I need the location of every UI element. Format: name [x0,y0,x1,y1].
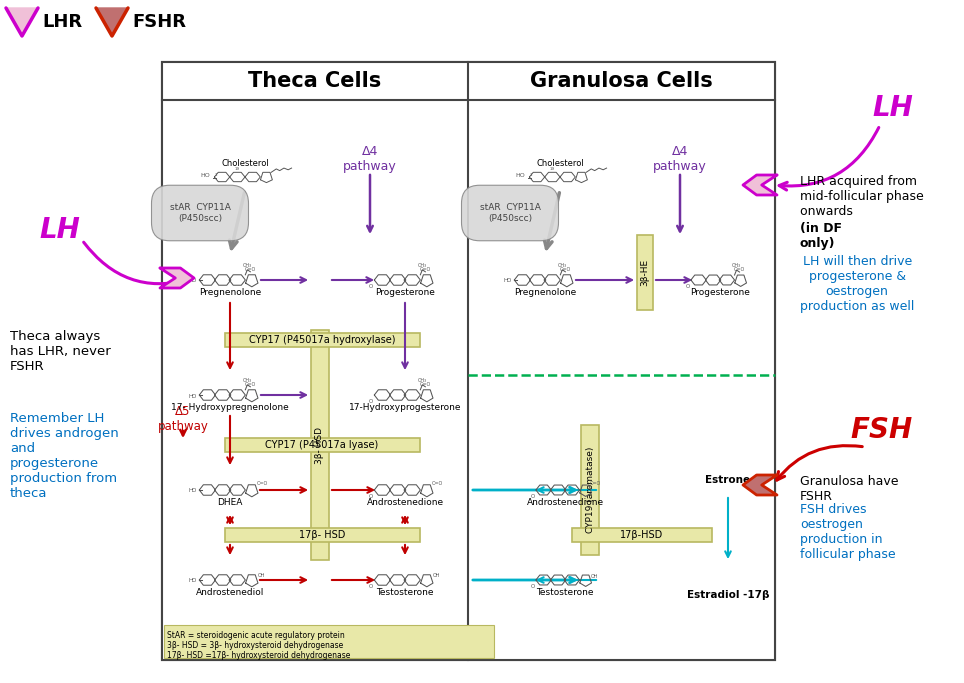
FancyBboxPatch shape [225,528,419,542]
Text: C=O: C=O [419,267,431,272]
Text: CYP17 (P45017a hydroxylase): CYP17 (P45017a hydroxylase) [249,335,395,345]
Text: Δ4
pathway: Δ4 pathway [343,145,397,173]
Text: Granulosa have
FSHR: Granulosa have FSHR [800,475,898,503]
Text: O: O [369,494,373,499]
Text: CYP17 (P45017a lyase): CYP17 (P45017a lyase) [265,440,379,450]
FancyBboxPatch shape [225,438,419,452]
Text: CYP19 (aromatase): CYP19 (aromatase) [585,447,595,533]
Text: Δ5
pathway: Δ5 pathway [157,405,208,433]
Text: O: O [369,284,373,289]
Text: C=O: C=O [734,267,745,272]
Text: Cholesterol: Cholesterol [221,159,269,169]
FancyBboxPatch shape [225,333,419,347]
Text: 17-Hydroxyprogesterone: 17-Hydroxyprogesterone [349,403,461,413]
Text: Estradiol -17β: Estradiol -17β [686,590,769,600]
FancyBboxPatch shape [311,330,329,560]
Text: CH₃: CH₃ [558,263,567,268]
Polygon shape [6,8,38,36]
Text: Theca Cells: Theca Cells [249,71,382,91]
Text: O: O [369,400,373,404]
FancyBboxPatch shape [164,625,494,658]
Text: Testosterone: Testosterone [376,588,434,597]
Polygon shape [162,62,775,660]
Text: 3β- HSD: 3β- HSD [315,426,325,464]
Text: OH: OH [257,573,265,579]
Text: HO: HO [189,579,198,583]
Text: 17β- HSD: 17β- HSD [299,530,345,540]
Text: FSH: FSH [851,416,913,444]
Text: O: O [530,494,535,499]
Text: C=O: C=O [559,267,571,272]
Text: O: O [530,584,535,589]
Text: Estrone: Estrone [706,475,751,485]
Text: Granulosa Cells: Granulosa Cells [530,71,712,91]
Text: C=O: C=O [244,382,255,387]
Text: StAR = steroidogenic acute regulatory protein: StAR = steroidogenic acute regulatory pr… [167,631,345,640]
Text: FSH drives
oestrogen
production in
follicular phase: FSH drives oestrogen production in folli… [800,503,896,561]
Text: C=O: C=O [432,481,442,486]
Text: 17β- HSD =17β- hydroxysteroid dehydrogenase: 17β- HSD =17β- hydroxysteroid dehydrogen… [167,651,350,660]
Text: Δ4
pathway: Δ4 pathway [654,145,707,173]
Text: HO: HO [189,488,198,494]
Polygon shape [96,8,128,36]
Polygon shape [160,268,194,288]
Text: LHR acquired from
mid-follicular phase
onwards: LHR acquired from mid-follicular phase o… [800,175,924,218]
FancyBboxPatch shape [637,235,653,310]
Text: CH₃: CH₃ [417,378,427,382]
Text: stAR  CYP11A
(P450scc): stAR CYP11A (P450scc) [479,204,541,223]
Text: HO: HO [189,393,198,398]
Text: Theca always
has LHR, never
FSHR: Theca always has LHR, never FSHR [10,330,111,373]
FancyBboxPatch shape [572,528,712,542]
Text: Pregnenolone: Pregnenolone [514,288,576,297]
Text: stAR  CYP11A
(P450scc): stAR CYP11A (P450scc) [170,204,230,223]
Text: 1: 1 [529,173,532,177]
Text: LHR: LHR [42,13,82,31]
Polygon shape [743,175,777,195]
Text: OH: OH [591,574,599,579]
Text: LH will then drive
progesterone &
oestrogen
production as well: LH will then drive progesterone & oestro… [800,255,915,313]
FancyBboxPatch shape [581,425,599,555]
Text: DHEA: DHEA [217,498,243,507]
Text: 19: 19 [549,167,555,171]
Polygon shape [743,475,777,495]
Text: 3β-HE: 3β-HE [640,259,650,286]
Text: CH₃: CH₃ [417,263,427,268]
Text: 3β- HSD = 3β- hydroxysteroid dehydrogenase: 3β- HSD = 3β- hydroxysteroid dehydrogena… [167,641,343,650]
Text: CH₃: CH₃ [732,263,741,268]
Text: O: O [685,284,690,289]
Text: HO: HO [189,279,198,283]
Text: Pregnenolone: Pregnenolone [199,288,261,297]
Text: Androstenediol: Androstenediol [196,588,264,597]
Text: (in DF
only): (in DF only) [800,222,842,250]
Text: Androstenedione: Androstenedione [526,498,603,507]
Text: Androstenedione: Androstenedione [366,498,443,507]
Text: Remember LH
drives androgen
and
progesterone
production from
theca: Remember LH drives androgen and progeste… [10,412,119,500]
Text: HO: HO [504,279,512,283]
Text: FSHR: FSHR [132,13,186,31]
Text: 17- Hydroxypregnenolone: 17- Hydroxypregnenolone [172,403,289,413]
Text: 1: 1 [215,173,217,177]
Text: LH: LH [40,216,80,244]
Text: C=O: C=O [419,382,431,387]
Text: C=O: C=O [590,481,602,486]
Text: HO: HO [516,173,525,178]
Text: Progesterone: Progesterone [690,288,750,297]
Text: Testosterone: Testosterone [536,588,594,597]
Text: O: O [369,584,373,589]
Text: C=O: C=O [256,481,268,486]
Text: C=O: C=O [244,267,255,272]
FancyBboxPatch shape [162,62,775,660]
Text: CH₃: CH₃ [243,378,252,382]
Text: Progesterone: Progesterone [375,288,435,297]
Text: LH: LH [872,94,914,122]
Text: Cholesterol: Cholesterol [536,159,584,169]
Text: CH₃: CH₃ [243,263,252,268]
Text: 19: 19 [235,167,240,171]
Text: OH: OH [433,573,440,579]
Text: 17β-HSD: 17β-HSD [621,530,663,540]
Text: HO: HO [201,173,210,178]
